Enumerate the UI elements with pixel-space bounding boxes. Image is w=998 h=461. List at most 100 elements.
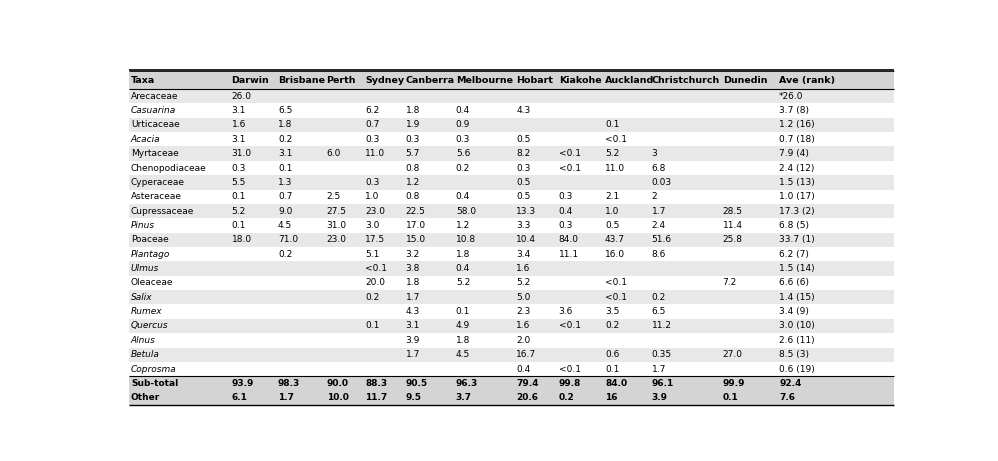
Text: Perth: Perth (326, 76, 356, 85)
Text: 0.2: 0.2 (277, 135, 292, 144)
Text: 0.03: 0.03 (652, 178, 672, 187)
Text: 27.0: 27.0 (723, 350, 743, 359)
Text: Rumex: Rumex (131, 307, 163, 316)
Text: 6.0: 6.0 (326, 149, 341, 158)
Text: 3.9: 3.9 (405, 336, 420, 345)
Text: 3.5: 3.5 (605, 307, 620, 316)
Text: 1.8: 1.8 (456, 336, 470, 345)
Bar (129, 189, 894, 204)
Text: 0.5: 0.5 (516, 178, 531, 187)
Text: 1.2: 1.2 (456, 221, 470, 230)
Text: Taxa: Taxa (131, 76, 155, 85)
Text: 0.3: 0.3 (559, 221, 573, 230)
Text: Ulmus: Ulmus (131, 264, 160, 273)
Text: 2: 2 (652, 192, 657, 201)
Text: 96.1: 96.1 (652, 379, 674, 388)
Text: 0.2: 0.2 (559, 393, 575, 402)
Text: 20.6: 20.6 (516, 393, 538, 402)
Text: Other: Other (131, 393, 161, 402)
Text: 33.7 (1): 33.7 (1) (779, 235, 814, 244)
Text: 0.7: 0.7 (277, 192, 292, 201)
Text: 58.0: 58.0 (456, 207, 476, 216)
Text: 1.8: 1.8 (456, 250, 470, 259)
Text: 22.5: 22.5 (405, 207, 425, 216)
Text: 6.1: 6.1 (232, 393, 248, 402)
Text: 5.5: 5.5 (232, 178, 246, 187)
Bar (129, 204, 894, 218)
Text: 0.35: 0.35 (652, 350, 672, 359)
Text: 10.0: 10.0 (326, 393, 348, 402)
Text: 3.9: 3.9 (652, 393, 668, 402)
Text: 8.5 (3): 8.5 (3) (779, 350, 809, 359)
Text: 0.1: 0.1 (456, 307, 470, 316)
Text: 0.1: 0.1 (723, 393, 739, 402)
Text: 2.6 (11): 2.6 (11) (779, 336, 814, 345)
Text: 98.3: 98.3 (277, 379, 300, 388)
Text: 10.8: 10.8 (456, 235, 476, 244)
Text: 99.9: 99.9 (723, 379, 746, 388)
Text: 6.5: 6.5 (652, 307, 666, 316)
Text: 5.1: 5.1 (365, 250, 379, 259)
Text: Melbourne: Melbourne (456, 76, 513, 85)
Text: 25.8: 25.8 (723, 235, 743, 244)
Text: 16: 16 (605, 393, 618, 402)
Text: 0.1: 0.1 (232, 221, 246, 230)
Text: Pinus: Pinus (131, 221, 155, 230)
Text: Poaceae: Poaceae (131, 235, 169, 244)
Text: 11.7: 11.7 (365, 393, 387, 402)
Text: 31.0: 31.0 (326, 221, 346, 230)
Text: Sub-total: Sub-total (131, 379, 179, 388)
Text: 0.6 (19): 0.6 (19) (779, 365, 814, 373)
Text: 8.6: 8.6 (652, 250, 666, 259)
Text: 0.5: 0.5 (516, 135, 531, 144)
Text: 0.3: 0.3 (365, 135, 379, 144)
Text: Casuarina: Casuarina (131, 106, 177, 115)
Text: 0.3: 0.3 (559, 192, 573, 201)
Text: 2.4: 2.4 (652, 221, 666, 230)
Bar (129, 390, 894, 405)
Bar (129, 348, 894, 362)
Bar (129, 276, 894, 290)
Text: 90.0: 90.0 (326, 379, 348, 388)
Bar (129, 89, 894, 103)
Text: 27.5: 27.5 (326, 207, 346, 216)
Text: 1.7: 1.7 (277, 393, 293, 402)
Bar (129, 233, 894, 247)
Text: 1.0: 1.0 (605, 207, 620, 216)
Text: 10.4: 10.4 (516, 235, 536, 244)
Text: 26.0: 26.0 (232, 92, 251, 100)
Text: 1.7: 1.7 (652, 365, 666, 373)
Text: 7.6: 7.6 (779, 393, 795, 402)
Text: 11.2: 11.2 (652, 321, 672, 331)
Text: 11.0: 11.0 (365, 149, 385, 158)
Text: 1.0: 1.0 (365, 192, 379, 201)
Text: 1.7: 1.7 (405, 350, 420, 359)
Text: 1.5 (13): 1.5 (13) (779, 178, 814, 187)
Text: 0.5: 0.5 (605, 221, 620, 230)
Text: Betula: Betula (131, 350, 160, 359)
Text: Coprosma: Coprosma (131, 365, 177, 373)
Text: 0.1: 0.1 (605, 365, 620, 373)
Text: 92.4: 92.4 (779, 379, 801, 388)
Text: 20.0: 20.0 (365, 278, 385, 287)
Bar (129, 290, 894, 304)
Text: 90.5: 90.5 (405, 379, 427, 388)
Text: Asteraceae: Asteraceae (131, 192, 182, 201)
Text: Acacia: Acacia (131, 135, 161, 144)
Text: 5.2: 5.2 (516, 278, 530, 287)
Text: 0.3: 0.3 (365, 178, 379, 187)
Text: 11.4: 11.4 (723, 221, 743, 230)
Text: 5.6: 5.6 (456, 149, 470, 158)
Text: 3.1: 3.1 (232, 135, 246, 144)
Text: 0.7: 0.7 (365, 120, 379, 130)
Text: 17.5: 17.5 (365, 235, 385, 244)
Text: 6.8: 6.8 (652, 164, 666, 172)
Text: Cyperaceae: Cyperaceae (131, 178, 185, 187)
Text: Myrtaceae: Myrtaceae (131, 149, 179, 158)
Text: 31.0: 31.0 (232, 149, 251, 158)
Text: Canberra: Canberra (405, 76, 455, 85)
Text: Quercus: Quercus (131, 321, 169, 331)
Text: 3: 3 (652, 149, 658, 158)
Text: 0.4: 0.4 (456, 192, 470, 201)
Text: 1.7: 1.7 (652, 207, 666, 216)
